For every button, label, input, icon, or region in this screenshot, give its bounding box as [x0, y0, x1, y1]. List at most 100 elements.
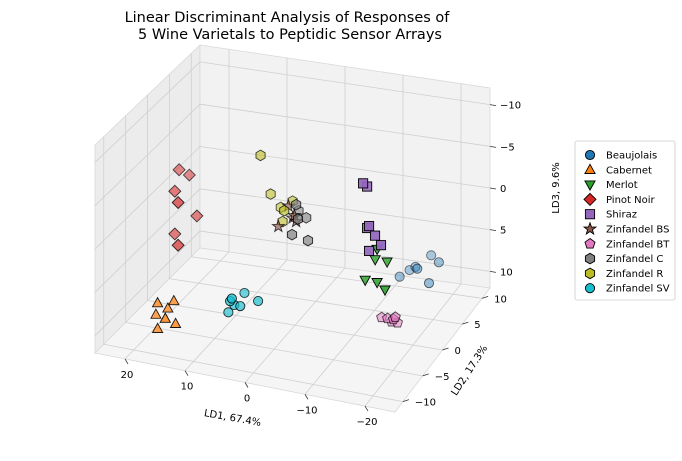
data-points: [150, 149, 444, 333]
pane-floor: [94, 247, 491, 413]
point-zinfandel-c: [301, 211, 312, 224]
point-merlot: [381, 257, 393, 269]
point-pinot-noir: [182, 168, 196, 182]
point-cabernet: [151, 322, 164, 333]
gridline-z-back: [199, 146, 491, 189]
z-axis-label: LD3, 9.6%: [551, 162, 562, 213]
z-tick-mark: [489, 187, 497, 190]
legend-marker-zinfandel-sv: [584, 283, 596, 294]
point-zinfandel-c: [302, 234, 314, 247]
gridline-z-back: [199, 103, 491, 147]
legend-marker-zinfandel-r: [584, 267, 596, 280]
y-tick-mark: [442, 347, 449, 351]
axes-panes: [94, 44, 491, 413]
z-tick-mark: [489, 145, 497, 148]
point-zinfandel-r: [265, 188, 276, 200]
x-tick-mark: [244, 382, 249, 388]
z-tick-mark: [489, 229, 497, 232]
z-tick-label: −10: [500, 101, 521, 112]
x-tick-label: −10: [296, 405, 317, 416]
point-shiraz: [364, 245, 375, 256]
z-tick-mark: [489, 270, 497, 273]
x-tick-label: 0: [244, 394, 250, 405]
gridline-z-back: [199, 61, 491, 106]
y-tick-mark: [402, 399, 410, 403]
point-zinfandel-sv: [235, 301, 246, 312]
x-tick-label: −20: [356, 417, 377, 428]
z-tick-label: 5: [500, 226, 506, 237]
point-zinfandel-sv: [253, 296, 264, 307]
gridline-z-left: [94, 103, 201, 206]
axes-ticks: 20 10 0 −10 −20 −10 −5 0 5 10 −10 −5 0 5 10: [121, 101, 521, 428]
x-tick-label: 20: [121, 370, 134, 381]
gridline-y-floor: [169, 278, 463, 325]
y-tick-label: 5: [474, 320, 480, 331]
point-cabernet: [159, 312, 172, 323]
point-pinot-noir: [171, 195, 185, 210]
x-tick-mark: [184, 370, 189, 376]
legend-label-zinfandel-r: Zinfandel R: [606, 269, 663, 280]
gridline-y-floor: [103, 343, 403, 403]
legend-marker-merlot: [584, 180, 596, 192]
legend-label-zinfandel-bt: Zinfandel BT: [606, 239, 670, 250]
legend-marker-shiraz: [584, 209, 596, 220]
y-tick-mark: [462, 321, 469, 325]
point-zinfandel-bs: [271, 218, 286, 233]
point-cabernet: [150, 308, 162, 319]
x-tick-label: 10: [181, 382, 194, 393]
point-pinot-noir: [171, 238, 185, 252]
chart-title-line-2: 5 Wine Varietals to Peptidic Sensor Arra…: [138, 27, 442, 43]
legend-frame: [574, 140, 676, 301]
legend-label-cabernet: Cabernet: [606, 165, 652, 176]
point-pinot-noir: [168, 184, 182, 198]
x-tick-mark: [364, 405, 369, 412]
axes-grid: [94, 49, 491, 407]
point-zinfandel-r: [279, 204, 290, 217]
point-zinfandel-c: [292, 213, 303, 225]
legend-label-merlot: Merlot: [606, 180, 638, 191]
legend-marker-beaujolais: [584, 149, 596, 161]
point-beaujolais: [404, 265, 415, 276]
legend-marker-pinot-noir: [583, 192, 597, 207]
gridline-z-left: [94, 61, 201, 163]
point-zinfandel-c: [291, 198, 302, 211]
point-zinfandel-r: [255, 149, 266, 162]
gridline-y-floor: [191, 256, 483, 299]
point-pinot-noir: [168, 227, 182, 241]
gridline-z-back: [199, 230, 491, 272]
point-cabernet: [169, 317, 182, 328]
x-axis-label: LD1, 67.4%: [203, 408, 262, 429]
gridline-z-left: [94, 146, 201, 250]
legend-label-zinfandel-c: Zinfandel C: [606, 254, 663, 265]
point-zinfandel-sv: [223, 307, 234, 318]
legend-label-shiraz: Shiraz: [606, 210, 637, 221]
point-beaujolais: [433, 257, 444, 268]
z-tick-label: −5: [500, 142, 515, 153]
legend-marker-zinfandel-c: [584, 252, 596, 265]
point-cabernet: [168, 294, 180, 306]
point-pinot-noir: [190, 209, 204, 223]
point-merlot: [371, 278, 383, 289]
gridline-y-floor: [125, 321, 423, 377]
point-beaujolais: [423, 278, 435, 289]
z-tick-label: 0: [500, 184, 506, 195]
y-tick-label: −10: [415, 398, 436, 409]
y-tick-mark: [481, 295, 489, 299]
gridline-z-left: [94, 188, 201, 293]
point-pinot-noir: [172, 163, 186, 177]
legend-label-pinot-noir: Pinot Noir: [606, 195, 656, 206]
point-cabernet: [162, 301, 174, 313]
gridline-z-back: [199, 188, 491, 231]
point-merlot: [359, 275, 372, 287]
y-tick-label: 0: [455, 346, 461, 357]
legend-label-beaujolais: Beaujolais: [606, 151, 657, 162]
chart-title-line-1: Linear Discriminant Analysis of Response…: [125, 10, 451, 26]
legend-marker-cabernet: [584, 163, 596, 174]
legend-label-zinfandel-bs: Zinfandel BS: [606, 225, 669, 236]
point-shiraz: [364, 221, 375, 232]
gridline-z-left: [94, 230, 201, 336]
point-beaujolais: [426, 250, 437, 261]
point-zinfandel-bt: [389, 311, 401, 322]
